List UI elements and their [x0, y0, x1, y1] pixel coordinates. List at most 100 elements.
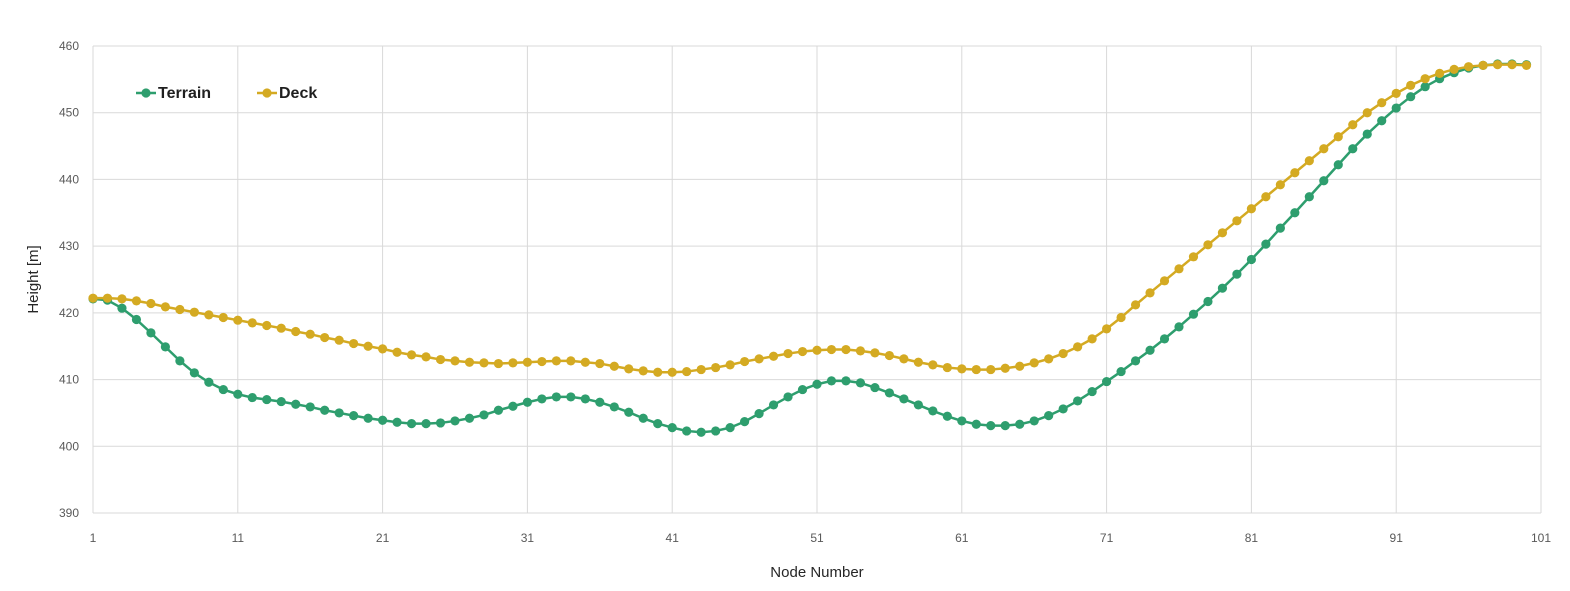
data-point [291, 399, 301, 409]
y-axis-title: Height [m] [25, 245, 42, 313]
data-point [653, 419, 663, 429]
data-point [797, 384, 808, 395]
data-point [378, 344, 388, 354]
data-point [1406, 92, 1416, 102]
data-point [1174, 264, 1184, 274]
data-point [986, 421, 996, 431]
data-point [1058, 404, 1068, 414]
data-point [1435, 68, 1445, 78]
data-point [1203, 240, 1213, 250]
data-point [1058, 348, 1068, 359]
data-point [696, 427, 706, 437]
data-point [233, 389, 243, 399]
data-point [653, 367, 663, 377]
data-point [1420, 82, 1430, 92]
data-point [740, 356, 750, 367]
series-line [93, 63, 1527, 374]
data-point [493, 405, 504, 415]
data-point [464, 357, 475, 367]
data-point [826, 344, 837, 355]
data-point [870, 348, 880, 358]
data-point [363, 341, 373, 351]
data-point [1492, 60, 1503, 70]
data-point [1275, 180, 1285, 190]
data-point [551, 392, 561, 402]
data-point [233, 315, 243, 325]
data-point [276, 396, 286, 407]
data-point [406, 350, 417, 360]
legend-label: Terrain [158, 85, 211, 102]
data-point [117, 294, 127, 304]
data-point [247, 392, 257, 403]
data-point [812, 379, 822, 389]
data-point [754, 354, 764, 364]
x-tick-label: 81 [1245, 531, 1259, 545]
data-point [913, 357, 923, 367]
data-point [1029, 358, 1039, 368]
x-tick-label: 41 [666, 531, 680, 545]
data-point [768, 400, 779, 410]
data-point [537, 394, 547, 404]
data-point [797, 346, 808, 357]
data-point [464, 413, 475, 423]
data-point [1130, 300, 1141, 310]
data-point [986, 364, 996, 375]
y-tick-label: 410 [59, 373, 79, 387]
data-point [1232, 216, 1242, 226]
data-point [566, 392, 576, 402]
data-point [508, 401, 518, 411]
data-point [971, 419, 981, 429]
data-point [957, 416, 967, 426]
data-point [1145, 345, 1155, 355]
data-point [305, 329, 315, 339]
data-point [334, 408, 344, 418]
data-point [711, 426, 721, 436]
data-point [1217, 228, 1228, 238]
data-point [320, 405, 330, 415]
data-point [160, 302, 170, 312]
data-point [146, 298, 156, 309]
data-point [913, 400, 923, 410]
data-point [971, 364, 981, 375]
data-point [1304, 156, 1314, 166]
data-point [189, 307, 199, 317]
data-point [667, 367, 677, 377]
data-point [189, 368, 199, 378]
y-tick-label: 420 [59, 306, 79, 320]
legend-label: Deck [279, 85, 317, 102]
data-point [928, 360, 938, 370]
data-point [1000, 421, 1010, 431]
legend: Terrain Deck [136, 85, 317, 102]
data-point [262, 320, 272, 331]
data-point [1362, 129, 1372, 139]
data-point [493, 358, 504, 369]
data-point [175, 304, 185, 315]
data-point [334, 335, 344, 345]
data-point [928, 406, 938, 416]
data-point [942, 362, 952, 373]
data-point [942, 411, 952, 421]
legend-item-terrain: Terrain [136, 85, 211, 102]
data-point [1377, 116, 1387, 126]
data-point [638, 366, 648, 376]
data-point [783, 392, 793, 402]
data-point [378, 415, 388, 425]
x-tick-label: 31 [521, 531, 535, 545]
data-point [624, 364, 634, 374]
data-point [218, 312, 228, 323]
data-point [1087, 334, 1097, 344]
legend-swatch-marker [262, 88, 272, 98]
data-point [725, 360, 735, 370]
data-point [1521, 60, 1532, 70]
data-point [1362, 108, 1372, 118]
data-point [204, 310, 214, 320]
data-point [1159, 334, 1170, 344]
data-point [1000, 363, 1010, 373]
data-point [363, 413, 373, 423]
data-point [435, 418, 446, 428]
data-point [1464, 62, 1474, 72]
data-point [566, 356, 576, 366]
data-point [1406, 80, 1416, 90]
series-layer [88, 59, 1532, 437]
